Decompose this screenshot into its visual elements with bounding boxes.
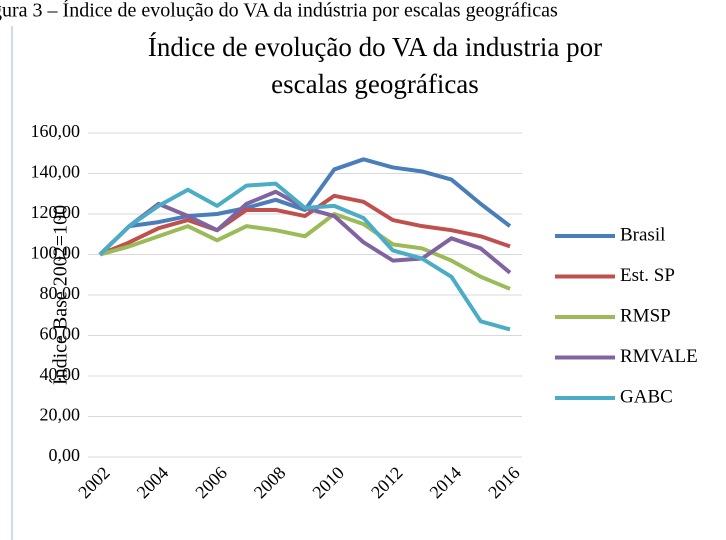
y-tick-label: 100,00	[31, 243, 81, 263]
y-tick-label: 140,00	[31, 162, 81, 182]
legend-label: RMSP	[620, 305, 671, 326]
x-tick-label: 2014	[426, 463, 466, 503]
y-tick-label: 0,00	[49, 445, 81, 465]
legend-label: RMVALE	[620, 346, 698, 367]
x-tick-label: 2012	[367, 463, 407, 503]
y-tick-label: 20,00	[40, 405, 81, 425]
x-tick-label: 2004	[133, 463, 173, 503]
y-tick-label: 80,00	[40, 283, 81, 303]
x-tick-label: 2002	[74, 463, 114, 503]
y-tick-label: 60,00	[40, 324, 81, 344]
series-line	[99, 193, 511, 257]
x-tick-label: 2010	[308, 463, 348, 503]
chart-title: escalas geográficas	[271, 69, 479, 99]
x-tick-label: 2016	[484, 463, 524, 503]
y-tick-label: 160,00	[31, 121, 81, 141]
x-tick-label: 2006	[191, 463, 231, 503]
chart-title: Índice de evolução do VA da industria po…	[148, 32, 602, 62]
y-axis-label: Índice Base 2002=100	[49, 205, 72, 385]
caption: gura 3 – Índice de evolução do VA da ind…	[0, 0, 558, 22]
legend-label: Est. SP	[620, 265, 675, 286]
y-tick-label: 120,00	[31, 202, 81, 222]
legend-label: GABC	[620, 386, 673, 407]
legend-label: Brasil	[620, 224, 665, 245]
y-tick-label: 40,00	[40, 364, 81, 384]
x-tick-label: 2008	[250, 463, 290, 503]
series-line	[99, 212, 511, 291]
series-line	[98, 181, 511, 332]
